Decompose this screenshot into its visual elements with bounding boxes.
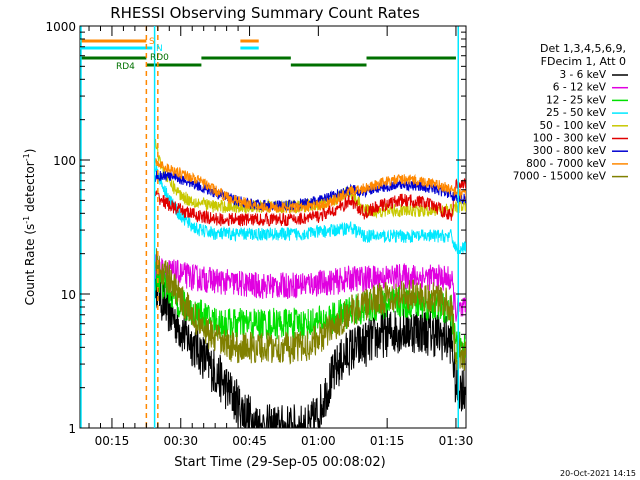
y-label-suffix: ) (23, 149, 37, 154)
legend-label: 12 - 25 keV (546, 94, 607, 106)
y-label-sup1: -1 (22, 216, 31, 224)
legend-label: 7000 - 15000 keV (513, 171, 607, 183)
plot-frame (79, 25, 467, 429)
y-axis: 1 10 100 1000 (45, 20, 466, 436)
legend-label: 100 - 300 keV (533, 133, 607, 145)
flag-label-s: S (149, 37, 155, 47)
series-line (155, 158, 466, 214)
legend-label: 3 - 6 keV (559, 69, 606, 81)
y-label-prefix: Count Rate (s (23, 224, 37, 306)
legend-label: 6 - 12 keV (553, 82, 607, 94)
chart-title: RHESSI Observing Summary Count Rates (110, 4, 420, 22)
y-axis-label: Count Rate (s-1 detector-1) (22, 149, 37, 306)
x-tick-label: 00:30 (163, 434, 198, 448)
series-line (155, 254, 466, 322)
y-label-sup2: -1 (22, 153, 31, 161)
y-tick-label: 1 (68, 422, 76, 436)
series-line (155, 259, 466, 428)
x-tick-label: 01:30 (439, 434, 474, 448)
footer-date: 20-Oct-2021 14:15 (560, 469, 636, 478)
x-axis-label: Start Time (29-Sep-05 00:08:02) (174, 455, 385, 470)
series-line (155, 165, 466, 255)
y-tick-label: 1000 (45, 20, 76, 34)
flag-label-rd0: RD0 (150, 53, 169, 63)
legend-label: 50 - 100 keV (539, 120, 606, 132)
x-tick-label: 00:15 (95, 434, 130, 448)
series-line (155, 248, 466, 371)
y-tick-label: 10 (61, 288, 76, 302)
instrument-flags (80, 39, 456, 67)
vertical-markers (80, 26, 459, 428)
x-tick-label: 01:00 (301, 434, 336, 448)
legend-header: Det 1,3,4,5,6,9, (540, 42, 626, 55)
flag-label-rd4: RD4 (116, 62, 135, 72)
legend-label: 800 - 7000 keV (526, 158, 607, 170)
y-label-mid: detector (23, 161, 37, 216)
x-tick-label: 01:15 (370, 434, 405, 448)
legend-label: 300 - 800 keV (533, 145, 607, 157)
legend-header: FDecim 1, Att 0 (541, 55, 626, 68)
y-tick-label: 100 (53, 154, 76, 168)
legend-label: 25 - 50 keV (546, 107, 607, 119)
legend: Det 1,3,4,5,6,9,FDecim 1, Att 03 - 6 keV… (513, 42, 628, 183)
x-axis: 00:15 00:30 00:45 01:00 01:15 01:30 (88, 26, 474, 448)
series-line (155, 178, 466, 227)
x-tick-label: 00:45 (232, 434, 267, 448)
flag-label-n: N (156, 44, 163, 54)
data-series (155, 138, 466, 428)
